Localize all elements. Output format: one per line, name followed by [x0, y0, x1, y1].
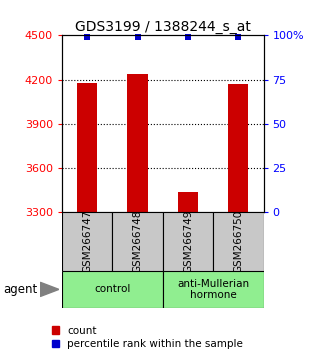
Bar: [77, 82, 97, 212]
Bar: [112, 212, 163, 271]
Bar: [163, 212, 213, 271]
Text: control: control: [94, 284, 131, 295]
Text: GSM266750: GSM266750: [233, 210, 243, 273]
Bar: [178, 192, 198, 212]
Bar: [228, 84, 248, 212]
Legend: count, percentile rank within the sample: count, percentile rank within the sample: [52, 326, 243, 349]
Bar: [62, 212, 112, 271]
Text: agent: agent: [3, 283, 37, 296]
Text: GSM266747: GSM266747: [82, 210, 92, 273]
Polygon shape: [40, 282, 59, 297]
Bar: [62, 271, 163, 308]
Bar: [127, 74, 148, 212]
Bar: [163, 271, 264, 308]
Text: GSM266748: GSM266748: [133, 210, 143, 273]
Text: anti-Mullerian
hormone: anti-Mullerian hormone: [177, 279, 249, 300]
Text: GSM266749: GSM266749: [183, 210, 193, 273]
Bar: [213, 212, 264, 271]
Title: GDS3199 / 1388244_s_at: GDS3199 / 1388244_s_at: [75, 21, 251, 34]
